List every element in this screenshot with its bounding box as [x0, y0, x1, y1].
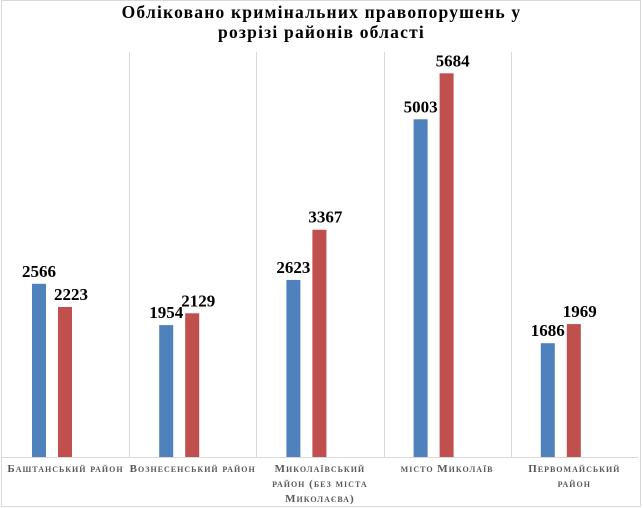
bar-series-2-2 [312, 229, 327, 457]
x-tick-label: місто Миколаїв [400, 463, 494, 475]
data-label: 5003 [404, 97, 438, 116]
bar-series-1-2 [286, 279, 301, 457]
chart-title-line-1: Обліковано кримінальних правопорушень у [121, 2, 522, 22]
bar-series-2-4 [566, 324, 581, 457]
bar-series-1-1 [159, 325, 174, 457]
bar-series-1-3 [413, 119, 428, 458]
chart-title: Обліковано кримінальних правопорушень у … [0, 2, 643, 42]
bar-series-1-4 [540, 343, 555, 457]
bar-series-2-1 [185, 313, 200, 457]
bar-series-1-0 [32, 283, 46, 457]
bar-series-2-0 [58, 306, 72, 457]
data-label: 1954 [149, 303, 184, 322]
data-label: 1969 [563, 302, 597, 321]
data-label: 3367 [308, 208, 343, 227]
chart-title-line-2: розрізі районів області [218, 22, 425, 42]
data-label: 2566 [22, 262, 56, 281]
x-tick-label: Вознесенський район [129, 463, 256, 475]
bar-series-2-3 [439, 73, 454, 457]
data-label: 2623 [276, 258, 310, 277]
x-tick-label: Баштанський район [7, 463, 124, 475]
x-tick-label: Первомайський район [528, 463, 621, 490]
data-label: 2129 [181, 291, 215, 310]
data-label: 5684 [436, 51, 471, 70]
x-tick-label: Миколаївський район (без міста Миколаєва… [272, 463, 368, 505]
data-label: 2223 [54, 285, 88, 304]
data-label: 1686 [531, 321, 565, 340]
